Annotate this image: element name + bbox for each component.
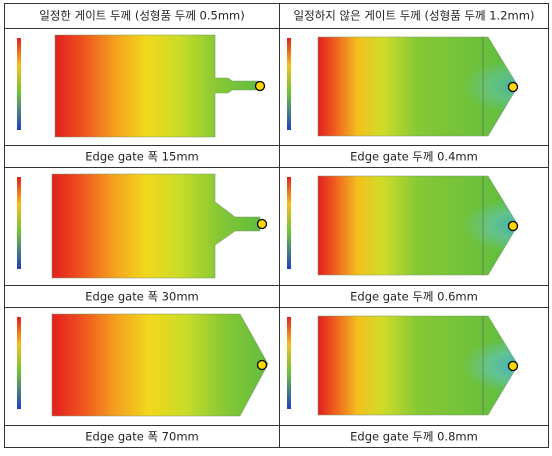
image-row bbox=[17, 173, 519, 279]
gate-point bbox=[507, 220, 519, 232]
caption: Edge gate 두께 0.4mm bbox=[350, 150, 478, 164]
caption: Edge gate 두께 0.8mm bbox=[350, 430, 478, 444]
caption: Edge gate 두께 0.6mm bbox=[350, 290, 478, 304]
flow-front bbox=[318, 37, 518, 136]
part-shape bbox=[51, 313, 269, 417]
flow-front bbox=[318, 176, 518, 275]
table-border bbox=[4, 3, 549, 448]
gate-point bbox=[256, 359, 268, 371]
gate-point bbox=[507, 81, 519, 93]
color-legend bbox=[287, 317, 291, 409]
color-legend bbox=[287, 38, 291, 130]
gate-point bbox=[254, 80, 266, 92]
gate-point bbox=[507, 360, 519, 372]
part-shape bbox=[54, 34, 259, 138]
simulation-images bbox=[17, 34, 519, 417]
caption: Edge gate 폭 15mm bbox=[85, 150, 198, 164]
gate-point bbox=[256, 218, 268, 230]
color-legend bbox=[17, 38, 21, 130]
image-row bbox=[17, 313, 519, 417]
image-row bbox=[17, 34, 519, 138]
color-legend bbox=[287, 177, 291, 269]
header-cell: 일정하지 않은 게이트 두께 (성형품 두께 1.2mm) bbox=[294, 9, 535, 23]
header-cell: 일정한 게이트 두께 (성형품 두께 0.5mm) bbox=[39, 9, 244, 23]
caption: Edge gate 폭 70mm bbox=[85, 430, 198, 444]
color-legend bbox=[17, 317, 21, 409]
flow-front bbox=[318, 316, 518, 415]
color-legend bbox=[17, 177, 21, 269]
part-shape bbox=[51, 173, 261, 279]
caption: Edge gate 폭 30mm bbox=[85, 290, 198, 304]
